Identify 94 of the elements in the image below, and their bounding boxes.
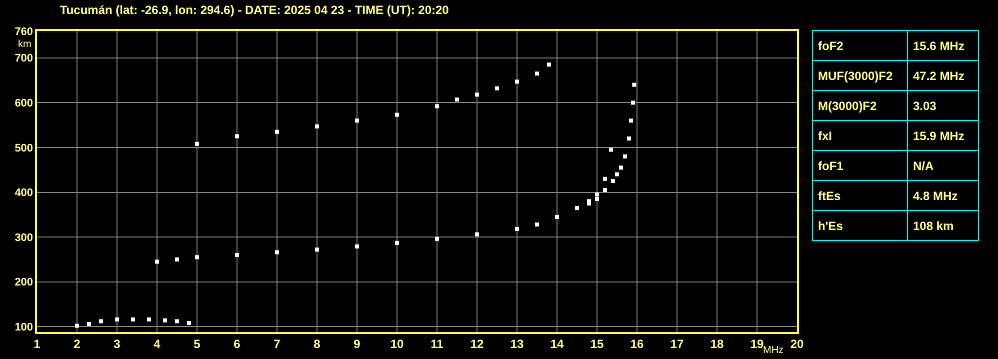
y-tick-label: 760 — [14, 26, 34, 38]
point — [629, 118, 633, 123]
x-tick-label: 8 — [314, 337, 321, 352]
point — [609, 148, 613, 152]
point — [275, 250, 279, 254]
point — [435, 236, 439, 241]
y-tick-label: 100 — [14, 321, 34, 334]
point — [631, 100, 635, 105]
category-label: foF1 — [812, 150, 908, 180]
point — [275, 130, 279, 134]
point — [623, 154, 627, 158]
point — [547, 62, 551, 67]
point — [315, 124, 319, 128]
point — [535, 222, 539, 226]
point — [99, 319, 103, 324]
point — [175, 257, 179, 262]
text: 4.8 MHz — [913, 188, 958, 202]
x-tick-label: 6 — [234, 337, 241, 352]
point — [455, 98, 459, 102]
point — [632, 82, 636, 87]
point — [435, 104, 439, 108]
category-label: ftEs — [812, 180, 908, 210]
y-tick-label: 300 — [14, 232, 34, 244]
y-tick-label: 700 — [14, 52, 34, 65]
category-label: MUF(3000)F2 — [812, 60, 908, 90]
x-tick-label: 10 — [390, 337, 404, 352]
x-tick-label: 7 — [274, 337, 281, 352]
point — [115, 317, 119, 322]
point — [395, 240, 399, 245]
x-tick-label: 1 — [34, 337, 41, 352]
point — [235, 252, 239, 257]
x-axis-title: MHz — [763, 345, 784, 356]
y-tick-label: 200 — [14, 276, 34, 289]
x-tick-label: 15 — [590, 337, 604, 352]
point — [611, 179, 615, 184]
y-tick-label: 500 — [14, 142, 34, 154]
point — [355, 118, 359, 123]
text: 47.2 MHz — [913, 68, 964, 82]
x-tick-label: 11 — [430, 337, 444, 352]
x-tick-label: 2 — [74, 337, 81, 352]
category-label: fxI — [812, 120, 908, 150]
x-tick-label: 16 — [630, 337, 644, 352]
x-tick-label: 4 — [154, 337, 161, 352]
point — [595, 196, 599, 201]
point — [535, 72, 539, 76]
point — [87, 322, 91, 326]
point — [575, 206, 579, 210]
point — [195, 142, 199, 146]
point — [155, 260, 159, 264]
y-axis-title: km — [18, 39, 32, 50]
point — [131, 317, 135, 322]
point — [315, 248, 319, 252]
point — [147, 317, 151, 322]
point — [603, 188, 607, 192]
point — [515, 80, 519, 84]
x-tick-label: 17 — [670, 337, 684, 352]
x-tick-label: 20 — [790, 337, 804, 352]
point — [555, 214, 559, 219]
x-tick-label: 14 — [550, 337, 564, 352]
chart-title: Tucumán (lat: -26.9, lon: 294.6) - DATE: 2025 04 23 - TIME (UT): 20:20 — [60, 2, 450, 17]
point — [615, 172, 619, 176]
text: 15.9 MHz — [913, 128, 964, 142]
point — [475, 92, 479, 97]
point — [235, 134, 239, 138]
point — [603, 176, 607, 181]
text: N/A — [913, 158, 934, 172]
point — [627, 136, 631, 140]
point — [163, 318, 167, 322]
category-label: M(3000)F2 — [812, 90, 908, 120]
x-tick-label: 12 — [470, 337, 484, 352]
point — [495, 86, 499, 90]
y-tick-label: 600 — [14, 98, 34, 110]
point — [175, 319, 179, 324]
text: 108 km — [913, 218, 954, 232]
point — [515, 226, 519, 231]
x-tick-label: 19 — [750, 337, 764, 352]
point — [195, 255, 199, 260]
point — [395, 112, 399, 117]
category-label: foF2 — [812, 30, 908, 60]
point — [355, 244, 359, 248]
y-tick-label: 400 — [14, 187, 34, 200]
x-tick-label: 18 — [710, 337, 724, 352]
text: 15.6 MHz — [913, 38, 964, 52]
point — [475, 232, 479, 236]
x-tick-label: 13 — [510, 337, 524, 352]
point — [187, 321, 191, 326]
x-tick-label: 5 — [194, 337, 201, 352]
x-tick-label: 9 — [354, 337, 361, 352]
x-tick-label: 3 — [114, 337, 121, 352]
category-label: h'Es — [812, 210, 908, 240]
point — [619, 166, 623, 170]
text: 3.03 — [913, 98, 936, 112]
point — [595, 192, 599, 196]
point — [75, 324, 79, 328]
